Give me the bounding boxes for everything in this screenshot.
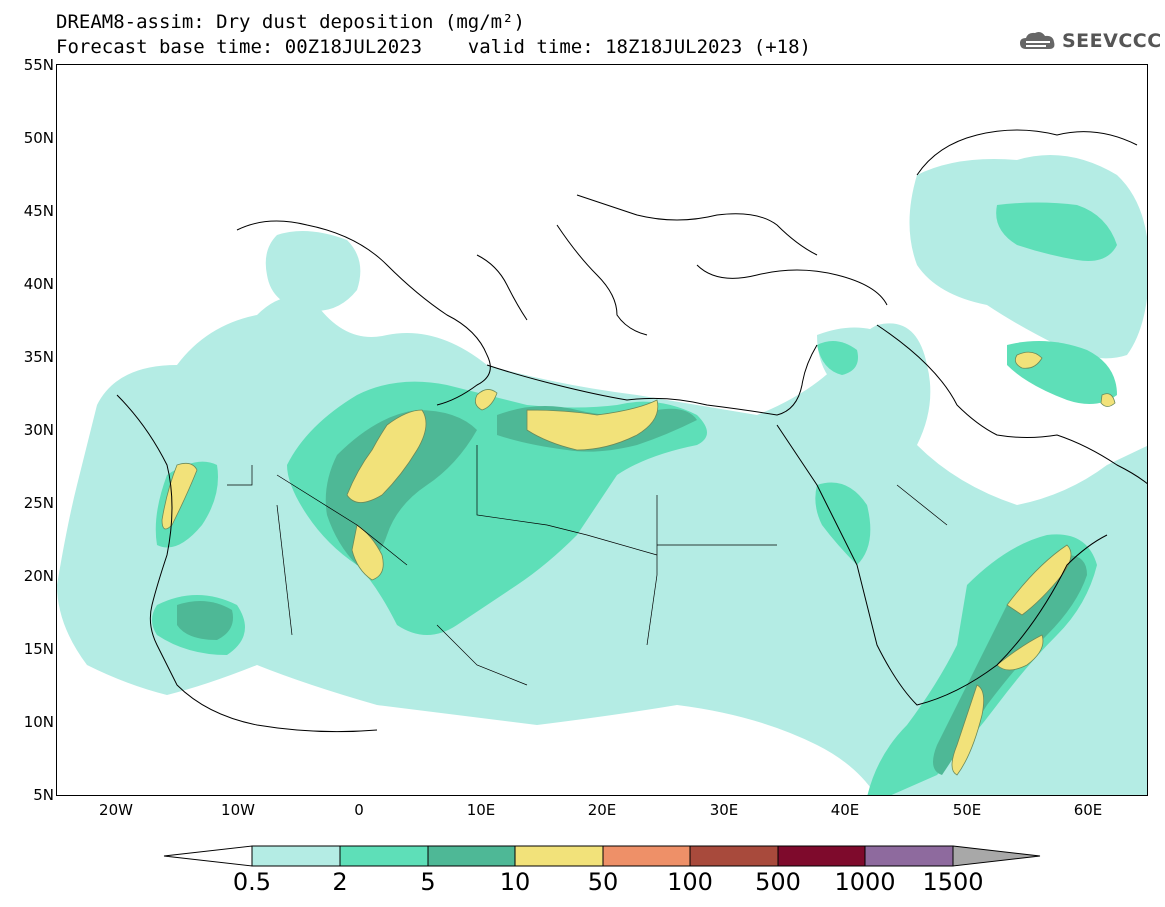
colorbar-label-100: 100 [667,868,713,896]
colorbar-label-50: 50 [587,868,619,896]
colorbar-label-1500: 1500 [922,868,984,896]
lat-label-5n: 5N [33,786,54,804]
lon-label-60e: 60E [1073,801,1103,819]
lon-label-10e: 10E [466,801,496,819]
colorbar-label-1000: 1000 [834,868,896,896]
forecast-time: Forecast base time: 00Z18JUL2023 valid t… [56,36,811,58]
lon-label-20w: 20W [99,801,133,819]
contour-level-10 [161,351,1116,776]
seevccc-logo: SEEVCCC [1018,26,1162,56]
lat-label-10n: 10N [23,713,54,731]
colorbar-arrow-high [952,845,1041,867]
colorbar-bin-10-50 [514,845,604,867]
lat-label-45n: 45N [23,202,54,220]
lat-label-30n: 30N [23,421,54,439]
lon-label-50e: 50E [952,801,982,819]
colorbar-bin-5-10 [427,845,516,867]
lon-label-20e: 20E [587,801,617,819]
colorbar-label-5: 5 [420,868,436,896]
lon-label-40e: 40E [830,801,860,819]
colorbar-bin-0.5-2 [251,845,341,867]
country-borders [227,445,948,686]
colorbar-bin-2-5 [339,845,429,867]
cloud-icon [1020,32,1055,49]
colorbar-label-0.5: 0.5 [232,868,272,896]
colorbar-label-2: 2 [332,868,348,896]
colorbar-bin-500-1000 [777,845,866,867]
lat-label-55n: 55N [23,56,54,74]
map-panel [56,64,1148,796]
coastlines [116,129,1147,733]
colorbar-bin-1000-1500 [864,845,954,867]
logo-text: SEEVCCC [1062,30,1162,52]
lat-label-15n: 15N [23,640,54,658]
lat-label-50n: 50N [23,129,54,147]
colorbar-bin-50-100 [602,845,691,867]
colorbar-legend [163,845,1041,867]
lat-label-25n: 25N [23,494,54,512]
colorbar-label-10: 10 [499,868,531,896]
lon-label-0: 0 [354,801,364,819]
lat-label-35n: 35N [23,348,54,366]
colorbar-arrow-low [163,845,253,867]
lat-label-20n: 20N [23,567,54,585]
dust-field-map [57,129,1147,795]
lon-label-30e: 30E [709,801,739,819]
lon-label-10w: 10W [221,801,255,819]
map-title: DREAM8-assim: Dry dust deposition (mg/m²… [56,11,525,33]
colorbar-label-500: 500 [755,868,801,896]
lat-label-40n: 40N [23,275,54,293]
colorbar-bin-100-500 [689,845,779,867]
